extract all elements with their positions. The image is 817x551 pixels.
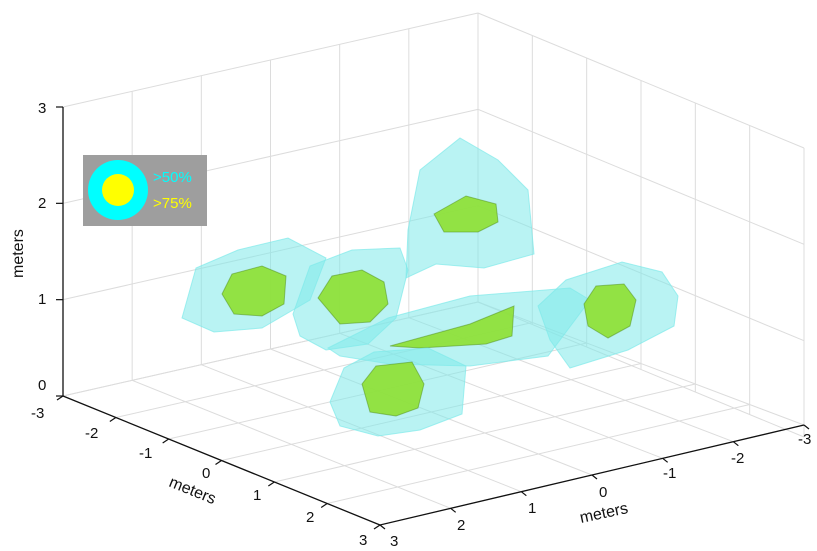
legend-inner-marker — [102, 174, 134, 206]
legend-label-75: >75% — [153, 195, 192, 212]
x-tick — [268, 481, 275, 487]
legend: >50% >75% — [83, 155, 207, 226]
y-tick — [379, 524, 386, 530]
y-tick — [450, 507, 457, 513]
x-axis-label: meters — [167, 474, 219, 508]
x-tick-label: -3 — [31, 405, 44, 422]
x-tick-labels: -3 -2 -1 0 1 2 3 — [31, 405, 367, 549]
y-tick-labels: -3 -2 -1 0 1 2 3 — [390, 431, 811, 550]
x-tick — [320, 503, 328, 508]
y-tick — [520, 491, 527, 497]
x-tick — [56, 395, 64, 401]
z-tick-labels: 0 1 2 3 — [38, 100, 46, 394]
inner-isosurface — [389, 305, 515, 349]
inner-isosurface — [583, 283, 637, 339]
isosurface-blobs — [181, 137, 679, 437]
z-tick-label: 3 — [38, 100, 46, 117]
z-axis-label: meters — [10, 229, 27, 278]
y-tick-label: 3 — [390, 533, 398, 550]
y-tick — [591, 474, 598, 480]
grid-line — [477, 12, 805, 149]
y-tick-label: 2 — [457, 517, 465, 534]
y-tick — [803, 424, 810, 430]
z-tick-label: 2 — [38, 195, 46, 212]
y-tick-label: -1 — [663, 465, 676, 482]
y-tick-label: 1 — [528, 500, 536, 517]
grid-line — [477, 108, 805, 245]
x-tick — [162, 438, 169, 444]
inner-isosurface — [221, 265, 287, 317]
x-tick-label: 0 — [202, 465, 210, 482]
x-tick-label: -1 — [139, 445, 152, 462]
y-tick — [732, 441, 739, 447]
tick-marks — [56, 106, 810, 530]
inner-isosurface — [317, 269, 389, 325]
y-tick-label: 0 — [599, 484, 607, 501]
y-tick — [662, 457, 669, 463]
y-axis-label: meters — [578, 500, 629, 527]
legend-label-50: >50% — [153, 169, 192, 186]
floor-grid-line — [327, 404, 750, 504]
x-tick — [215, 460, 222, 465]
grid-lines — [62, 12, 805, 526]
x-tick-label: -2 — [85, 425, 98, 442]
z-tick-label: 0 — [38, 377, 46, 394]
grid-line — [62, 12, 479, 108]
x-tick-label: 1 — [253, 487, 261, 504]
x-tick — [109, 417, 117, 422]
y-tick-label: -2 — [731, 450, 744, 467]
x-tick-label: 3 — [359, 532, 367, 549]
x-tick — [373, 524, 381, 530]
x-tick-label: 2 — [306, 509, 314, 526]
y-tick-label: -3 — [798, 431, 811, 448]
z-tick-label: 1 — [38, 291, 46, 308]
inner-isosurface — [433, 195, 499, 233]
inner-isosurface — [361, 361, 425, 417]
